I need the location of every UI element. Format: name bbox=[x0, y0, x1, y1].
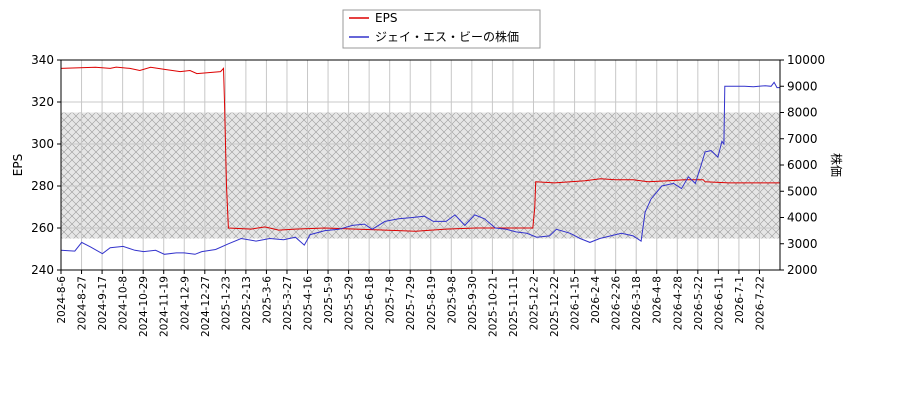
shaded-range-band bbox=[61, 112, 780, 239]
x-tick-label: 2025-10-21 bbox=[487, 276, 499, 337]
x-tick-label: 2026-4-28 bbox=[672, 276, 684, 330]
right-axis: 2000 3000 4000 5000 6000 7000 8000 9000 10000 bbox=[780, 53, 825, 277]
x-tick-label: 2026-7-22 bbox=[754, 276, 766, 330]
left-axis-title: EPS bbox=[11, 154, 25, 176]
x-tick-label: 2025-7-8 bbox=[385, 276, 397, 324]
x-tick-label: 2026-2-26 bbox=[611, 276, 623, 331]
x-tick-label: 2026-5-22 bbox=[693, 276, 705, 330]
x-tick-label: 2025-5-29 bbox=[344, 276, 356, 330]
band-hatch bbox=[61, 112, 780, 239]
left-tick-label: 240 bbox=[31, 263, 54, 277]
legend-box bbox=[342, 9, 541, 49]
x-tick-label: 2025-1-23 bbox=[220, 276, 232, 330]
x-tick-label: 2024-10-8 bbox=[118, 276, 130, 330]
left-axis: 240 260 280 300 320 340 bbox=[31, 53, 61, 277]
x-tick-label: 2025-2-13 bbox=[241, 276, 253, 330]
x-tick-label: 2025-3-27 bbox=[282, 276, 294, 330]
right-tick-label: 6000 bbox=[787, 158, 818, 172]
x-tick-label: 2025-11-11 bbox=[508, 276, 520, 337]
x-tick-label: 2024-8-27 bbox=[77, 276, 89, 330]
left-tick-label: 260 bbox=[31, 221, 54, 235]
x-axis: 2024-8-6 2024-8-27 2024-9-17 2024-10-8 2024-… bbox=[56, 270, 766, 337]
x-tick-label: 2024-12-27 bbox=[200, 276, 212, 337]
x-tick-label: 2025-9-30 bbox=[467, 276, 479, 330]
x-tick-label: 2026-4-8 bbox=[652, 276, 664, 324]
x-tick-label: 2025-6-18 bbox=[364, 276, 376, 330]
right-tick-label: 3000 bbox=[787, 237, 818, 251]
left-tick-label: 300 bbox=[31, 137, 54, 151]
x-tick-label: 2026-6-11 bbox=[713, 276, 725, 330]
right-tick-label: 8000 bbox=[787, 106, 818, 120]
right-tick-label: 9000 bbox=[787, 79, 818, 93]
x-tick-label: 2025-12-2 bbox=[528, 276, 540, 330]
x-tick-label: 2025-5-9 bbox=[323, 276, 335, 324]
left-tick-label: 280 bbox=[31, 179, 54, 193]
x-tick-label: 2024-12-9 bbox=[179, 276, 191, 330]
right-tick-label: 10000 bbox=[787, 53, 825, 67]
left-tick-label: 320 bbox=[31, 95, 54, 109]
right-tick-label: 5000 bbox=[787, 184, 818, 198]
x-tick-label: 2025-4-16 bbox=[303, 276, 315, 331]
legend: EPS ジェイ・エス・ビーの株価 bbox=[342, 9, 541, 49]
x-tick-label: 2024-10-29 bbox=[138, 276, 150, 337]
x-tick-label: 2025-8-19 bbox=[426, 276, 438, 330]
stock-price-line bbox=[61, 81, 780, 255]
x-tick-label: 2025-9-8 bbox=[446, 276, 458, 324]
legend-label-stock-price: ジェイ・エス・ビーの株価 bbox=[375, 29, 519, 44]
x-tick-label: 2024-9-17 bbox=[97, 276, 109, 330]
right-axis-title: 株価 bbox=[829, 153, 844, 177]
x-tick-label: 2024-11-19 bbox=[159, 276, 171, 337]
left-tick-label: 340 bbox=[31, 53, 54, 67]
right-tick-label: 7000 bbox=[787, 132, 818, 146]
x-tick-label: 2026-7-1 bbox=[734, 276, 746, 324]
eps-line bbox=[61, 66, 780, 232]
x-tick-label: 2025-7-29 bbox=[405, 276, 417, 330]
x-tick-label: 2026-2-4 bbox=[590, 276, 602, 324]
x-tick-label: 2024-8-6 bbox=[56, 276, 68, 324]
x-tick-label: 2025-12-22 bbox=[549, 276, 561, 337]
right-tick-label: 2000 bbox=[787, 263, 818, 277]
legend-label-eps: EPS bbox=[375, 11, 397, 25]
x-tick-label: 2025-3-6 bbox=[261, 276, 273, 324]
series-lines bbox=[61, 66, 780, 255]
x-tick-label: 2026-1-15 bbox=[570, 276, 582, 330]
x-tick-label: 2026-3-18 bbox=[631, 276, 643, 330]
right-tick-label: 4000 bbox=[787, 211, 818, 225]
